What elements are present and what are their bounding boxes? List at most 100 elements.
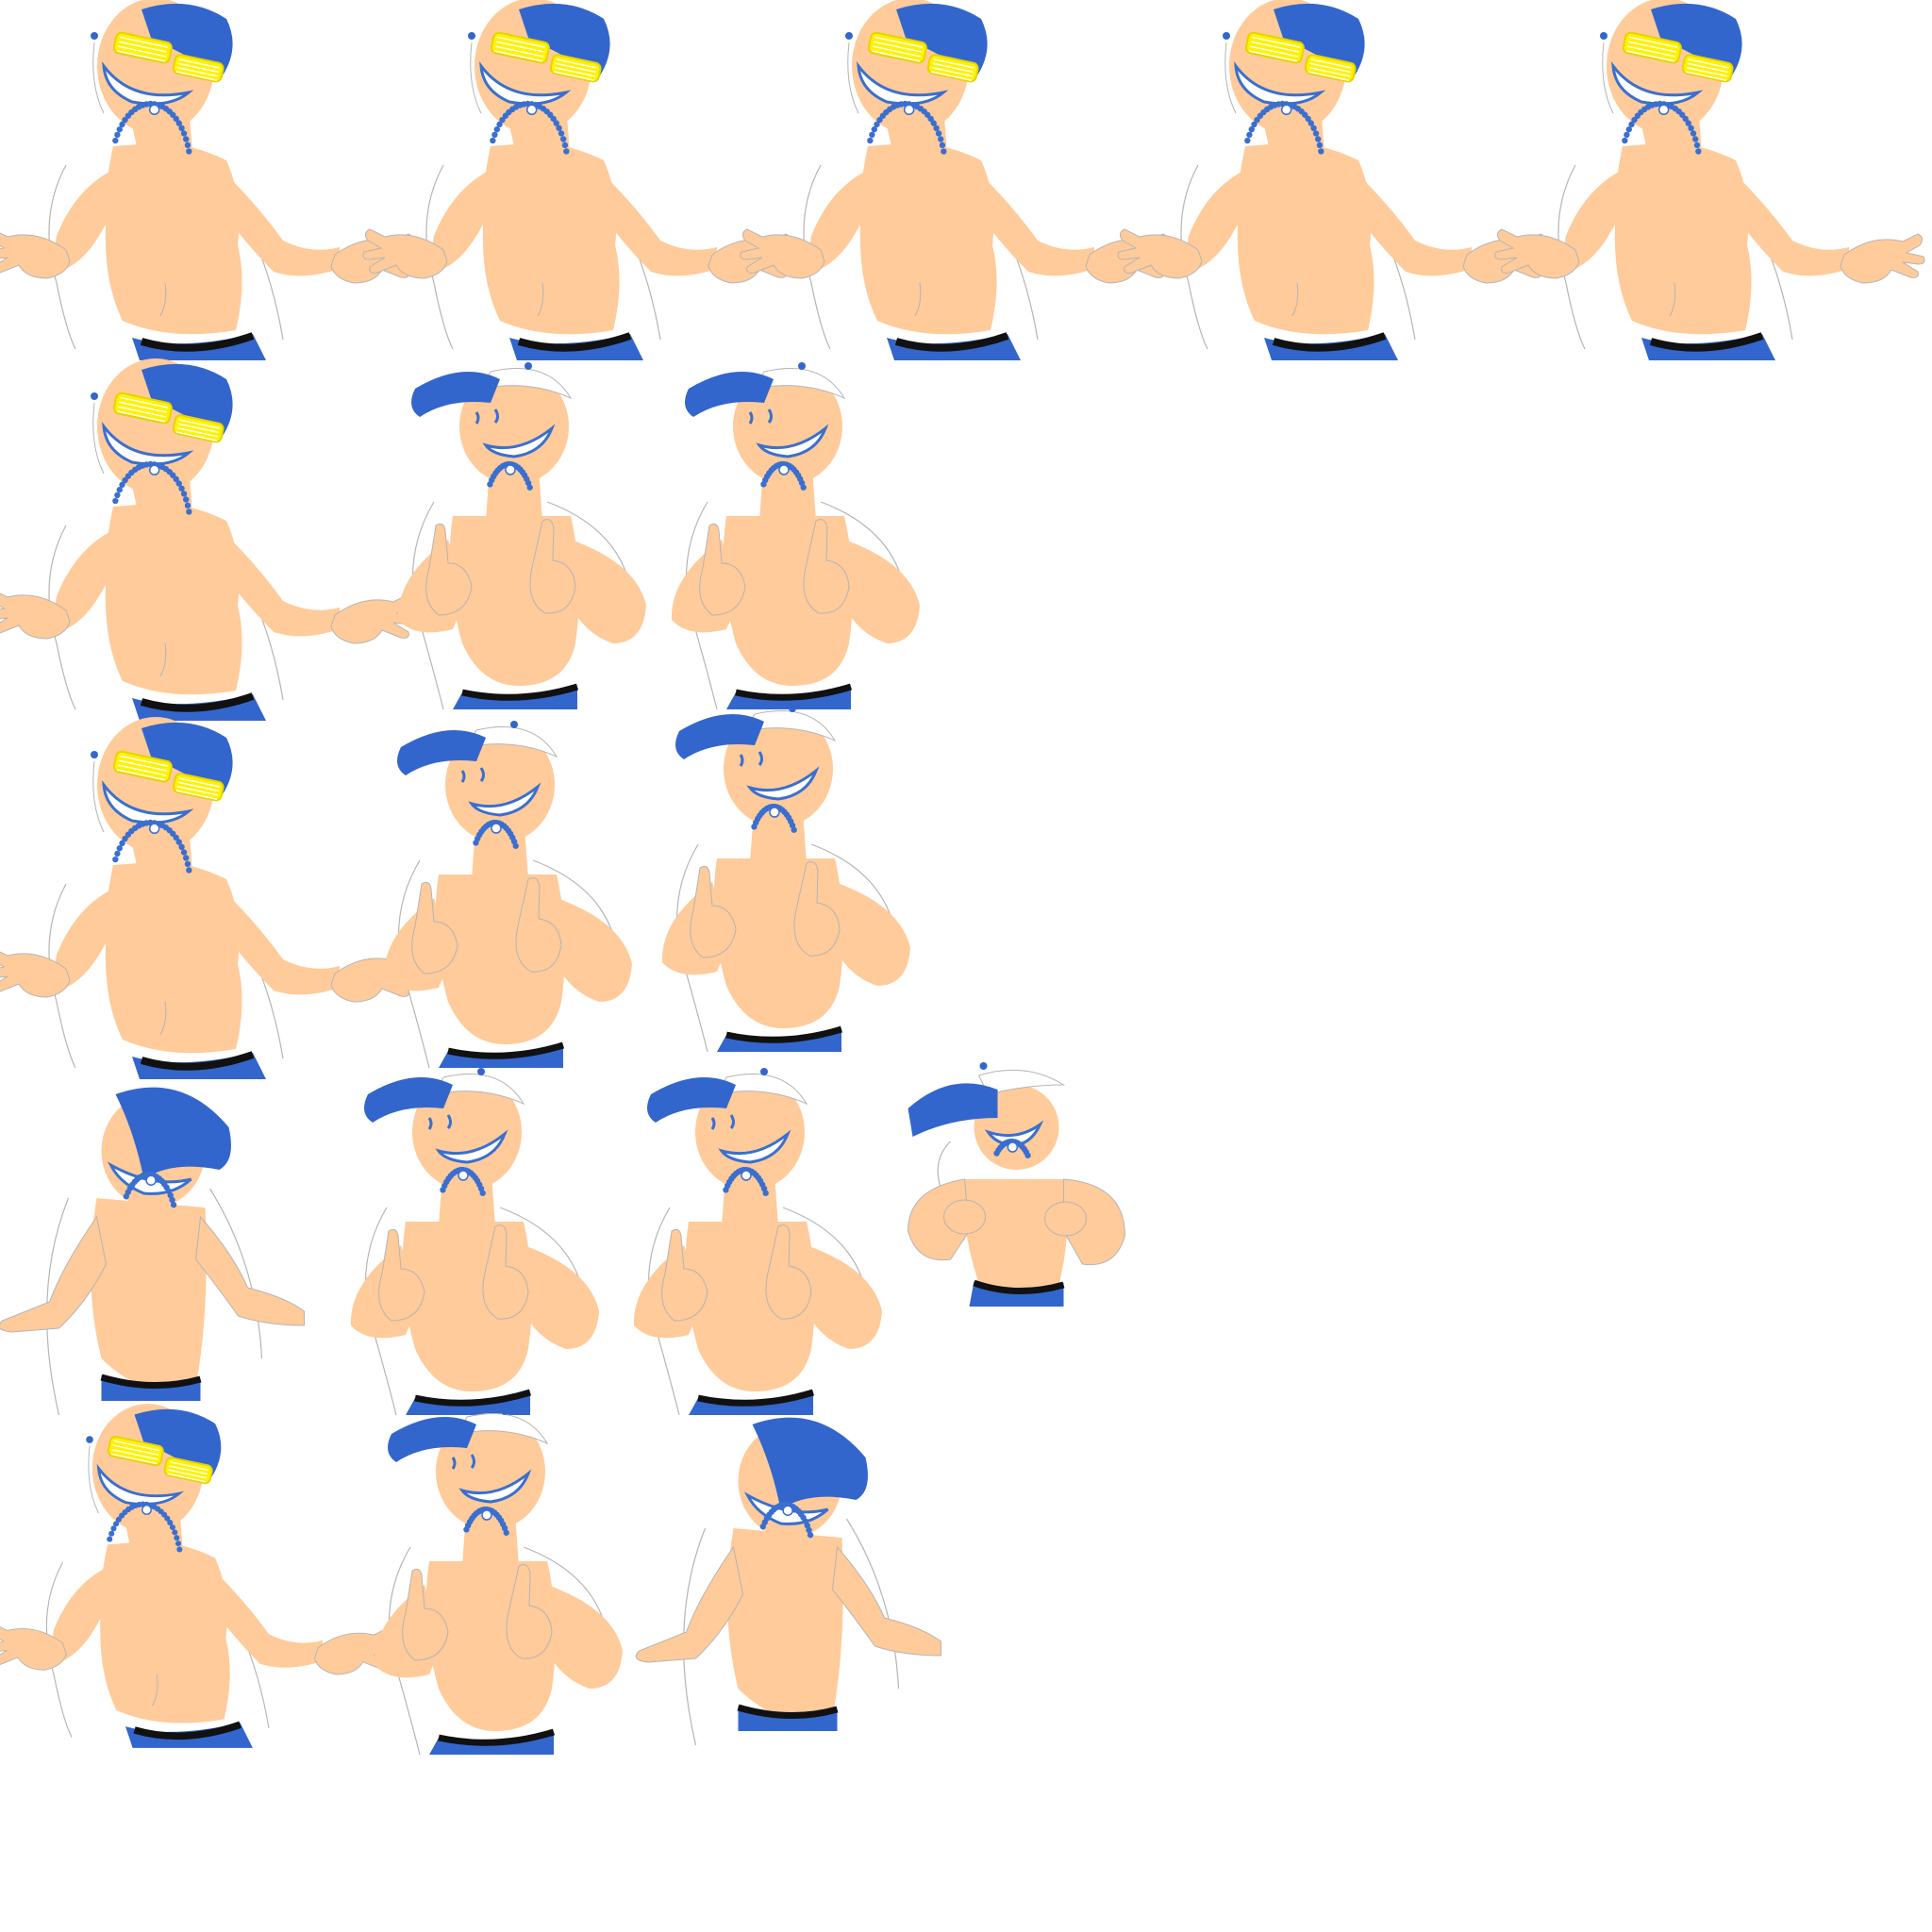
pose-thumbs xyxy=(671,362,920,710)
dancer-sprite xyxy=(0,1404,395,1748)
left-thumb-fist xyxy=(690,865,737,958)
cap-button xyxy=(845,32,853,40)
left-arm xyxy=(1564,170,1630,269)
pose-arms-out xyxy=(0,358,416,721)
left-hand xyxy=(740,228,825,279)
dancer-sprite xyxy=(740,0,1171,360)
grin xyxy=(1234,60,1326,106)
torso xyxy=(1237,142,1374,335)
grin xyxy=(479,60,572,106)
torso xyxy=(105,503,242,695)
pendant xyxy=(741,1170,752,1181)
dancer-sprite xyxy=(374,1407,623,1756)
cap-button xyxy=(789,705,796,712)
pose-arms-out xyxy=(0,717,416,1079)
left-thumb-fist xyxy=(425,523,473,616)
pose-arms-out xyxy=(1494,0,1925,360)
sprite-frame-2 xyxy=(362,0,793,360)
waistband xyxy=(461,683,579,701)
shutter-shades xyxy=(112,391,225,443)
left-thumb-fist xyxy=(699,523,746,616)
abs xyxy=(159,1001,167,1036)
bead-necklace xyxy=(760,460,807,491)
right-arm xyxy=(211,1571,324,1668)
pose-crouch-fists xyxy=(907,1062,1126,1307)
grin xyxy=(756,424,829,458)
shirt-left xyxy=(48,164,76,350)
left-thumb-fist xyxy=(378,1228,425,1322)
sprite-frame-3 xyxy=(740,0,1171,360)
right-arm xyxy=(571,540,646,643)
eye-left xyxy=(427,1117,433,1130)
cap-button xyxy=(86,1436,93,1443)
left-arm xyxy=(55,889,121,988)
cap-back xyxy=(92,760,105,833)
waistband xyxy=(894,332,1009,352)
cap-brim xyxy=(675,714,764,759)
cap-button xyxy=(91,32,98,40)
bead-necklace xyxy=(463,1506,509,1536)
grin xyxy=(102,421,194,466)
waistband xyxy=(438,1728,556,1746)
right-arm xyxy=(557,898,632,1002)
grin xyxy=(746,766,820,801)
pose-arms-down xyxy=(635,1417,941,1746)
torso xyxy=(727,1528,843,1721)
torso xyxy=(100,1541,230,1724)
pose-arms-out xyxy=(740,0,1171,360)
pose-thumbs xyxy=(374,1407,623,1756)
cap-brim xyxy=(647,1077,736,1123)
left-arm xyxy=(1187,170,1253,269)
right-arm xyxy=(844,540,920,643)
shutter-shades xyxy=(107,1436,213,1485)
cap-button xyxy=(91,751,98,758)
cap xyxy=(1651,3,1742,75)
grin xyxy=(102,779,194,824)
pendant xyxy=(525,104,538,116)
grin xyxy=(458,1469,532,1504)
abs xyxy=(1291,282,1299,317)
eye-left xyxy=(748,411,754,425)
right-thumb-fist xyxy=(529,519,576,614)
dancer-sprite xyxy=(0,0,416,360)
cap-over-eyes xyxy=(752,1417,868,1509)
sprite-frame-15 xyxy=(896,1038,1137,1330)
grin xyxy=(718,1129,791,1164)
cap-back xyxy=(1224,42,1237,114)
left-hand xyxy=(0,1626,67,1671)
right-arm xyxy=(524,1245,599,1349)
pendant xyxy=(148,823,160,835)
dancer-sprite xyxy=(633,1068,882,1416)
left-thumb-fist xyxy=(402,1568,449,1661)
left-hand xyxy=(1494,228,1580,279)
shutter-shades xyxy=(867,31,979,83)
eye-right xyxy=(470,1454,475,1469)
cap-brim xyxy=(685,372,774,417)
eye-right xyxy=(446,1114,452,1129)
bead-necklace xyxy=(723,1166,769,1196)
right-arm xyxy=(547,1585,623,1689)
dancer-sprite xyxy=(907,1062,1126,1307)
cap-back xyxy=(470,42,482,114)
grin xyxy=(435,1129,508,1164)
cap-button xyxy=(525,362,532,370)
cap xyxy=(142,3,233,75)
left-arm xyxy=(55,530,121,629)
grin xyxy=(482,424,556,458)
pendant xyxy=(782,1505,793,1516)
bead-necklace xyxy=(107,1501,183,1553)
bead-necklace xyxy=(759,1501,814,1539)
shirt-left xyxy=(803,164,831,350)
torso xyxy=(859,142,997,335)
pendant xyxy=(505,464,516,475)
eye-left xyxy=(451,1457,457,1470)
shirt-left xyxy=(937,1141,951,1190)
pose-arms-out xyxy=(1117,0,1548,360)
cap-crown xyxy=(466,726,558,758)
torso xyxy=(105,142,242,335)
eye-right xyxy=(758,751,763,766)
cap-brim xyxy=(388,1417,476,1462)
eye-left xyxy=(475,411,480,425)
eye-left xyxy=(739,754,744,767)
bead-necklace xyxy=(487,460,533,491)
